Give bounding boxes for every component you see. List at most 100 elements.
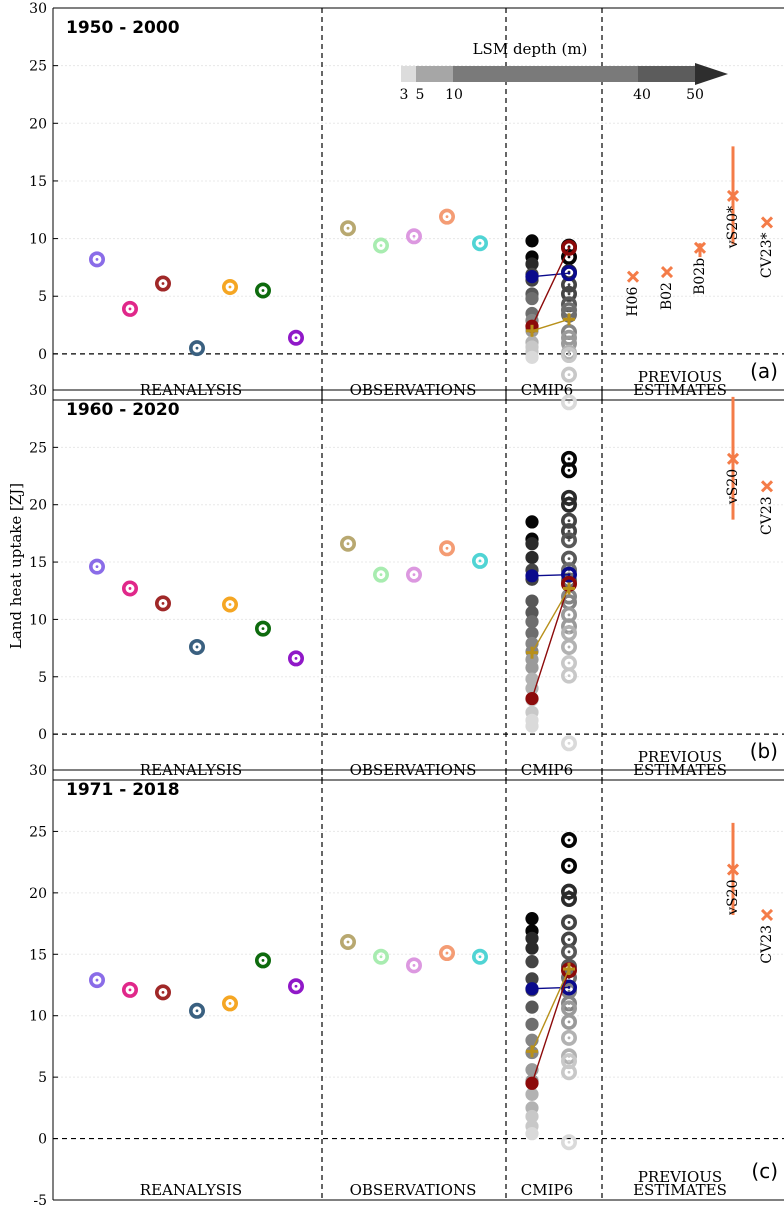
y-tick-label: 5 [38,289,47,305]
cmip6-ring-point-center [567,457,571,461]
y-tick-label: 20 [29,886,47,902]
cmip6-mean-marker [525,1076,539,1090]
reanalysis-point-ring [122,981,139,998]
cmip6-ring-point [560,735,577,752]
cmip6-ring-point [560,1134,577,1151]
cmip6-ring-point-ring [560,462,577,479]
panel-label: (a) [750,359,778,383]
panel-label: (b) [750,739,778,763]
group-label: CMIP6 [521,1181,573,1199]
reanalysis-point-ring [89,251,106,268]
cmip6-filled-point [525,719,539,733]
cmip6-mean-marker-center [567,271,571,275]
y-tick-label: 5 [38,1070,47,1086]
observation-point [339,535,356,552]
reanalysis-point-ring [155,595,172,612]
cmip6-filled-point [525,615,539,629]
reanalysis-point-center [128,988,132,992]
cmip6-ring-point-center [567,529,571,533]
cmip6-ring-point-ring [560,638,577,655]
cmip6-ring-point-center [567,645,571,649]
group-label: OBSERVATIONS [350,1181,477,1199]
reanalysis-point [122,580,139,597]
legend-depth-label: 10 [445,87,463,103]
estimate-marker [726,452,740,465]
cmip6-filled-point [525,1017,539,1031]
observation-point-center [346,542,350,546]
cmip6-ring-point-ring [560,285,577,302]
legend-depth-label: 40 [633,87,651,103]
cmip6-ring-point-ring [560,857,577,874]
panel-label: (c) [751,1159,778,1183]
cmip6-ring-point [560,1013,577,1030]
reanalysis-point-ring [122,300,139,317]
cmip6-mean-marker [560,265,577,282]
y-tick-label: 10 [29,232,47,248]
cmip6-ring-point-ring [560,735,577,752]
reanalysis-point [189,1002,206,1019]
cmip6-ring-point-center [567,342,571,345]
estimate-label: H06 [625,287,641,317]
reanalysis-point [222,596,239,613]
reanalysis-point-ring [155,984,172,1001]
observation-point [438,540,455,557]
observation-point-center [379,573,383,577]
legend-segment [401,66,416,82]
observation-point-center [412,234,416,238]
reanalysis-point-center [128,587,132,590]
legend-segment [453,66,638,82]
observation-point-center [412,573,416,577]
observation-point-center [379,244,383,247]
cmip6-ring-point-ring [560,532,577,549]
cmip6-mean-marker-center [567,986,571,989]
cmip6-ring-point-ring [560,394,577,411]
estimate-marker [726,863,740,876]
reanalysis-point-center [294,336,298,340]
cmip6-ring-point [560,523,577,540]
reanalysis-point-center [195,645,199,649]
reanalysis-point-ring [189,638,206,655]
cmip6-mean-line [531,247,570,327]
observation-point-ring [471,552,488,569]
cmip6-ring-point-center [567,468,571,472]
cmip6-ring-point-center [567,600,571,604]
observation-point-ring [339,535,356,552]
cmip6-filled-point [525,681,539,695]
cmip6-ring-point-ring [560,347,577,364]
reanalysis-point [287,650,304,667]
y-tick-label: 10 [29,1009,47,1025]
cmip6-filled-point [525,1087,539,1101]
observation-point-center [379,955,383,959]
cmip6-mean-line [531,583,570,699]
y-tick-label: 30 [29,383,47,399]
reanalysis-point [254,282,271,299]
cmip6-ring-point-center [567,373,571,377]
reanalysis-point-ring [287,329,304,346]
cmip6-ring-point-ring [560,1064,577,1081]
estimate-label: vS20* [725,206,741,249]
panel-3: -5 0 5 10 15 20 25 30 1971 - 2018 (c) REANALYSIS OB… [29,763,784,1209]
reanalysis-point-ring [222,995,239,1012]
observation-point-center [346,226,350,230]
cmip6-mean-marker [525,270,539,284]
cmip6-ring-point-center [567,631,571,635]
cmip6-filled-point [525,257,539,271]
cmip6-filled-point [525,515,539,529]
cmip6-ring-point-center [567,1059,571,1063]
cmip6-mean-marker [525,569,539,583]
reanalysis-point-ring [189,1002,206,1019]
cmip6-ring-point-ring [560,523,577,540]
cmip6-ring-point-center [567,938,571,941]
cmip6-ring-point [560,394,577,411]
reanalysis-point-ring [89,972,106,989]
cmip6-ring-point-center [567,613,571,617]
estimate-marker [760,480,774,493]
observation-point [372,237,389,254]
cmip6-mean-line [531,970,570,1084]
legend-depth-label: 3 [400,87,409,103]
reanalysis-point-center [294,657,298,660]
cmip6-ring-point-center [567,838,571,842]
estimate-marker [626,270,640,283]
y-tick-label: 10 [29,612,47,628]
group-label: ESTIMATES [633,1181,727,1199]
